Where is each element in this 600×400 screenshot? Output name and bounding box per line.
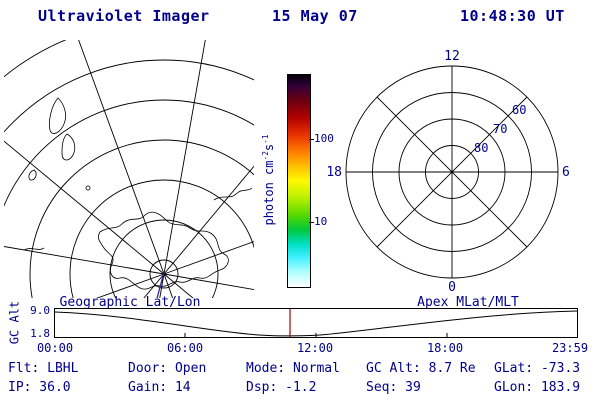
gc-alt-max-label: 9.0 <box>30 304 50 317</box>
mlt-label-12: 12 <box>444 49 460 64</box>
gc-alt-strip-chart <box>54 308 578 338</box>
apex-polar-plot: 12 0 18 6 60 70 80 <box>328 49 570 294</box>
mlt-label-18: 18 <box>328 165 342 180</box>
colorbar-tick-100: 100 <box>314 132 334 145</box>
colorbar-tick-100-mark <box>309 139 314 140</box>
intensity-colorbar <box>287 74 311 288</box>
status-mode: Mode: Normal <box>246 361 340 376</box>
date-display: 15 May 07 <box>272 7 358 25</box>
time-tick-1200: 12:00 <box>296 341 334 355</box>
app-title: Ultraviolet Imager <box>38 7 210 25</box>
time-display: 10:48:30 UT <box>460 7 565 25</box>
geo-map-caption: Geographic Lat/Lon <box>59 295 201 310</box>
time-tick-1800: 18:00 <box>426 341 464 355</box>
polar-plot-caption: Apex MLat/MLT <box>417 295 519 310</box>
chart-frame <box>54 308 578 338</box>
status-seq: Seq: 39 <box>366 380 421 395</box>
status-flt: Flt: LBHL <box>8 361 79 376</box>
colorbar-unit-label: photon cm-2s-1 <box>261 120 276 240</box>
geographic-map <box>4 40 254 298</box>
status-glon: GLon: 183.9 <box>494 380 581 395</box>
status-gain: Gain: 14 <box>128 380 191 395</box>
mlt-label-6: 6 <box>562 165 570 180</box>
colorbar-tick-10-mark <box>309 222 314 223</box>
mlat-label-80: 80 <box>474 141 488 155</box>
gc-alt-min-label: 1.8 <box>30 327 50 340</box>
latlon-grid <box>4 40 254 298</box>
status-dsp: Dsp: -1.2 <box>246 380 317 395</box>
unit-exponent-1: -2 <box>261 151 270 161</box>
status-door: Door: Open <box>128 361 207 376</box>
time-tick-2359: 23:59 <box>551 341 589 355</box>
mlat-label-70: 70 <box>493 122 507 136</box>
gc-alt-axis-label: GC Alt <box>7 300 22 345</box>
mlat-label-60: 60 <box>512 103 526 117</box>
time-tick-0000: 00:00 <box>36 341 74 355</box>
time-tick-0600: 06:00 <box>166 341 204 355</box>
unit-prefix: photon cm <box>262 160 276 226</box>
status-gc-alt: GC Alt: 8.7 Re <box>366 361 476 376</box>
altitude-curve <box>54 310 578 337</box>
coastlines <box>23 97 253 290</box>
mlt-spokes <box>346 66 558 278</box>
unit-mid: s <box>262 143 276 152</box>
colorbar-tick-10: 10 <box>314 215 328 228</box>
mlt-label-0: 0 <box>448 280 456 294</box>
time-tickmarks <box>184 333 448 337</box>
orbit-track <box>156 271 165 298</box>
status-glat: GLat: -73.3 <box>494 361 581 376</box>
status-ip: IP: 36.0 <box>8 380 71 395</box>
unit-exponent-2: -1 <box>261 134 270 144</box>
